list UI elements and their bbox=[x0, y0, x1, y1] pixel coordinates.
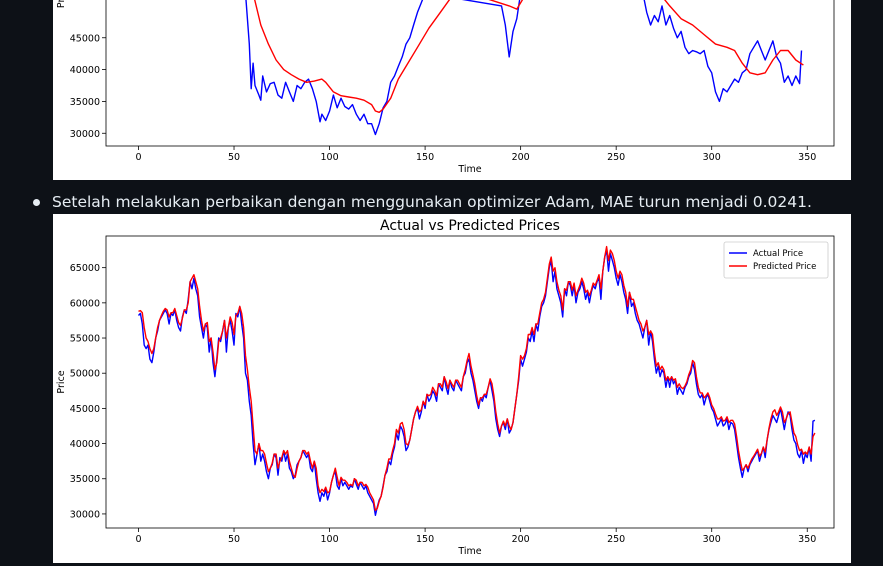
x-tick-label: 200 bbox=[512, 534, 530, 545]
y-tick-label: 55000 bbox=[70, 334, 100, 345]
y-tick-label: 35000 bbox=[70, 474, 100, 485]
bottom-chart-svg: 0 50 100 150 200 250 300 350 30000 35000 40000 4500… bbox=[56, 218, 835, 557]
x-axis-label: Time bbox=[457, 546, 481, 557]
legend-label: Actual Price bbox=[753, 249, 803, 259]
bullet-dot-icon bbox=[33, 199, 40, 206]
series-line-predicted bbox=[254, 0, 804, 113]
legend-box bbox=[723, 241, 829, 279]
y-tick-label: 45000 bbox=[70, 33, 100, 44]
y-tick-label: 30000 bbox=[70, 129, 100, 140]
series-line-actual bbox=[245, 0, 803, 136]
axes-frame bbox=[105, 235, 835, 529]
axes-frame bbox=[105, 0, 835, 147]
x-tick-label: 250 bbox=[607, 534, 625, 545]
x-tick-label: 300 bbox=[703, 152, 721, 163]
series-line-predicted-price bbox=[138, 245, 816, 512]
x-tick-label: 100 bbox=[320, 152, 338, 163]
y-tick-label: 30000 bbox=[70, 509, 100, 520]
y-tick-label: 40000 bbox=[70, 65, 100, 76]
x-tick-label: 0 bbox=[135, 534, 141, 545]
x-tick-label: 350 bbox=[798, 152, 816, 163]
x-tick-label: 300 bbox=[703, 534, 721, 545]
plot-area bbox=[245, 0, 804, 136]
series-line-actual-price bbox=[137, 249, 816, 516]
x-tick-label: 50 bbox=[228, 534, 240, 545]
bullet-item: Setelah melakukan perbaikan dengan mengg… bbox=[30, 190, 870, 214]
x-tick-label: 50 bbox=[228, 152, 240, 163]
y-tick-label: 40000 bbox=[70, 439, 100, 450]
y-tick-label: 60000 bbox=[70, 298, 100, 309]
y-axis-label: Price bbox=[56, 370, 67, 393]
top-chart-figure: 0 50 100 150 200 250 300 350 30000 35000 40000 4500… bbox=[53, 0, 851, 180]
y-tick-label: 45000 bbox=[70, 404, 100, 415]
legend: Actual Price Predicted Price bbox=[723, 241, 829, 279]
y-axis-label: Pri bbox=[56, 0, 67, 8]
y-tick-label: 35000 bbox=[70, 97, 100, 108]
legend-label: Predicted Price bbox=[753, 262, 816, 272]
x-tick-label: 150 bbox=[416, 152, 434, 163]
bullet-text: Setelah melakukan perbaikan dengan mengg… bbox=[52, 193, 812, 211]
y-tick-label: 65000 bbox=[70, 263, 100, 274]
x-tick-label: 0 bbox=[135, 152, 141, 163]
x-tick-label: 200 bbox=[512, 152, 530, 163]
x-tick-label: 150 bbox=[416, 534, 434, 545]
bottom-chart-figure: 0 50 100 150 200 250 300 350 30000 35000 40000 4500… bbox=[53, 214, 851, 563]
y-tick-label: 50000 bbox=[70, 369, 100, 380]
x-tick-label: 350 bbox=[798, 534, 816, 545]
x-tick-label: 250 bbox=[607, 152, 625, 163]
top-chart-svg: 0 50 100 150 200 250 300 350 30000 35000 40000 4500… bbox=[56, 0, 835, 175]
plot-area bbox=[137, 245, 816, 516]
x-tick-label: 100 bbox=[320, 534, 338, 545]
x-axis-label: Time bbox=[457, 164, 481, 175]
chart-title: Actual vs Predicted Prices bbox=[380, 218, 560, 234]
